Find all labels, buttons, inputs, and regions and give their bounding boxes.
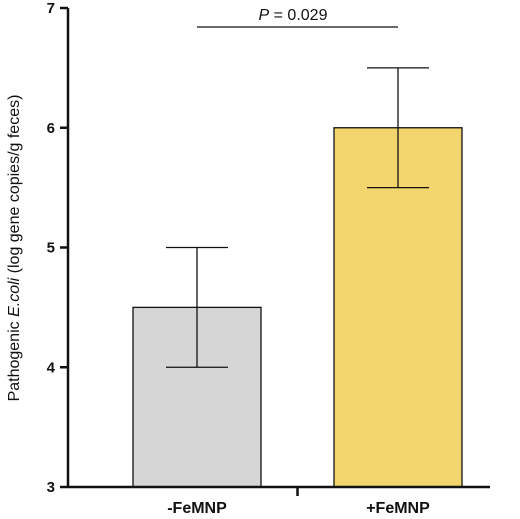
p-value-annotation: P = 0.029 — [259, 7, 328, 24]
x-tick-label-+FeMNP: +FeMNP — [366, 500, 430, 517]
y-axis-label: Pathogenic E.coli (log gene copies/g fec… — [6, 95, 23, 402]
y-axis-label-suffix: (log gene copies/g feces) — [6, 95, 23, 278]
y-tick-label-5: 5 — [47, 240, 55, 257]
p-symbol: P — [259, 7, 270, 24]
plot-area: 3 4 5 6 7 -FeMNP +FeMNP — [47, 0, 490, 517]
y-axis-label-italic: E.coli — [6, 277, 23, 317]
p-value-text: = 0.029 — [269, 7, 327, 24]
y-tick-label-6: 6 — [47, 120, 55, 137]
y-tick-label-7: 7 — [47, 0, 55, 17]
y-axis-label-prefix: Pathogenic — [6, 317, 23, 402]
y-tick-label-4: 4 — [47, 359, 56, 376]
x-tick-label--FeMNP: -FeMNP — [167, 500, 227, 517]
y-tick-label-3: 3 — [47, 479, 55, 496]
